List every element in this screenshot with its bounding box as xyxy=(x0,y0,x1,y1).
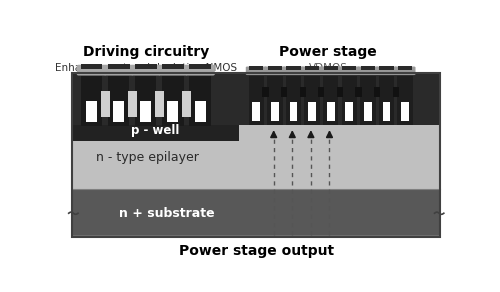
Bar xyxy=(190,76,210,126)
Bar xyxy=(327,102,334,121)
Bar xyxy=(324,66,338,70)
Text: Enhancement and depletion NMOS: Enhancement and depletion NMOS xyxy=(55,63,237,73)
Bar xyxy=(378,76,394,126)
FancyBboxPatch shape xyxy=(394,67,415,75)
Bar xyxy=(304,76,320,126)
Bar xyxy=(128,91,137,117)
Bar xyxy=(182,91,191,117)
Bar xyxy=(360,66,375,70)
Bar xyxy=(252,102,260,121)
Bar xyxy=(342,76,357,126)
FancyBboxPatch shape xyxy=(320,67,341,75)
Bar xyxy=(360,76,376,126)
Bar xyxy=(364,102,372,121)
Text: VDMOS: VDMOS xyxy=(308,63,348,73)
FancyBboxPatch shape xyxy=(77,65,106,76)
FancyBboxPatch shape xyxy=(358,67,378,75)
Bar xyxy=(72,235,440,237)
FancyBboxPatch shape xyxy=(158,65,188,76)
Text: Power stage output: Power stage output xyxy=(178,244,334,258)
Bar xyxy=(113,101,124,122)
FancyBboxPatch shape xyxy=(283,67,304,75)
Bar xyxy=(392,87,399,97)
Bar xyxy=(356,87,362,97)
FancyBboxPatch shape xyxy=(186,65,215,76)
Bar xyxy=(140,101,151,122)
Bar xyxy=(162,64,184,69)
Bar xyxy=(281,87,287,97)
Bar xyxy=(346,102,353,121)
FancyBboxPatch shape xyxy=(131,65,160,76)
Bar xyxy=(337,87,343,97)
Bar xyxy=(268,66,282,70)
Bar xyxy=(168,101,178,122)
Bar xyxy=(286,76,301,126)
Bar xyxy=(81,76,102,126)
Bar xyxy=(72,73,440,125)
FancyBboxPatch shape xyxy=(302,67,322,75)
Bar xyxy=(155,91,164,117)
Bar xyxy=(100,91,110,117)
Bar xyxy=(271,102,278,121)
Bar xyxy=(72,125,440,189)
Bar xyxy=(162,76,184,126)
Bar xyxy=(262,87,268,97)
Bar xyxy=(194,101,205,122)
Bar xyxy=(86,101,97,122)
FancyBboxPatch shape xyxy=(104,65,134,76)
Bar xyxy=(286,66,300,70)
Bar xyxy=(374,87,380,97)
Bar xyxy=(108,76,130,126)
Bar xyxy=(323,76,338,126)
Bar xyxy=(189,64,211,69)
Bar xyxy=(342,66,356,70)
Bar xyxy=(249,66,264,70)
Bar xyxy=(401,102,409,121)
Bar xyxy=(300,87,306,97)
Bar xyxy=(290,102,298,121)
Bar xyxy=(382,102,390,121)
Bar xyxy=(318,87,324,97)
FancyBboxPatch shape xyxy=(264,67,285,75)
Bar xyxy=(80,64,102,69)
Bar xyxy=(380,66,394,70)
Bar xyxy=(267,76,282,126)
Bar xyxy=(135,76,156,126)
Bar xyxy=(248,76,264,126)
Text: Power stage: Power stage xyxy=(279,45,377,59)
Text: n + substrate: n + substrate xyxy=(120,207,215,220)
Bar xyxy=(305,66,319,70)
FancyBboxPatch shape xyxy=(339,67,359,75)
Bar xyxy=(398,66,412,70)
Bar xyxy=(398,76,413,126)
Text: p - well: p - well xyxy=(132,124,180,137)
Text: Driving circuitry: Driving circuitry xyxy=(82,45,209,59)
Bar xyxy=(135,64,156,69)
FancyBboxPatch shape xyxy=(376,67,397,75)
FancyBboxPatch shape xyxy=(246,67,266,75)
Text: n - type epilayer: n - type epilayer xyxy=(96,150,199,164)
Bar xyxy=(308,102,316,121)
Bar xyxy=(72,125,239,141)
Bar xyxy=(72,73,440,237)
Bar xyxy=(72,189,440,237)
Bar xyxy=(108,64,130,69)
